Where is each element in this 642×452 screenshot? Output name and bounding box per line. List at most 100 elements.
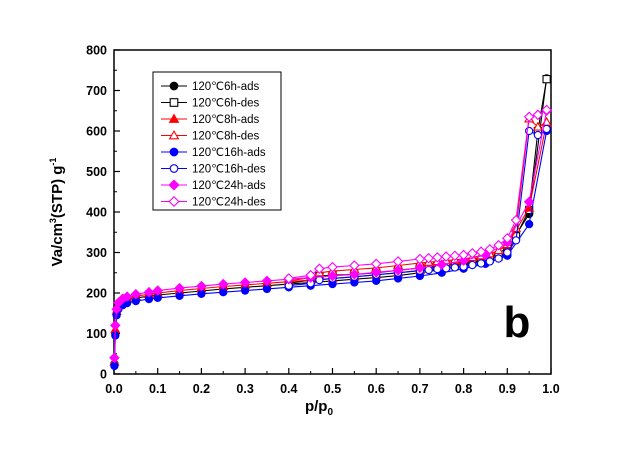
series-layer xyxy=(109,74,552,371)
data-point xyxy=(432,252,443,263)
data-point xyxy=(541,104,552,116)
legend-label: 120℃16h-ads xyxy=(192,147,266,159)
panel-label: b xyxy=(504,298,531,347)
x-axis-ticks: 0.0 0.1 0.2 0.3 0.4 0.5 0.6 0.7 0.8 0.9 1.0 xyxy=(105,368,560,396)
x-tick-label: 0.5 xyxy=(324,382,341,396)
data-point xyxy=(327,270,338,282)
data-point xyxy=(467,248,478,259)
data-point xyxy=(110,361,119,371)
data-point xyxy=(110,320,121,331)
data-point xyxy=(414,262,426,274)
legend-item: 120℃24h-ads xyxy=(161,179,266,192)
y-tick-label: 800 xyxy=(86,44,107,58)
data-point xyxy=(349,269,360,280)
data-point xyxy=(493,239,504,251)
legend-label: 120℃6h-des xyxy=(192,98,260,110)
data-point xyxy=(168,179,180,191)
data-point xyxy=(423,252,434,264)
data-point xyxy=(449,250,461,262)
data-point xyxy=(327,261,338,273)
data-point xyxy=(152,285,163,296)
legend-items: 120℃6h-ads 120℃6h-des 120℃8h-ads 120℃8h-des… xyxy=(161,81,266,209)
data-point xyxy=(143,286,155,298)
y-axis-title-sup1: 3 xyxy=(48,218,58,223)
y-tick-label: 600 xyxy=(86,125,107,139)
y-tick-label: 300 xyxy=(86,246,107,260)
x-axis-title-main: p/p xyxy=(305,398,328,415)
data-point xyxy=(283,273,295,284)
data-point xyxy=(196,280,207,292)
legend-label: 120℃16h-des xyxy=(192,164,266,176)
data-point xyxy=(217,278,229,290)
data-point xyxy=(503,248,512,257)
data-point xyxy=(168,195,180,208)
data-point xyxy=(370,267,382,278)
data-point xyxy=(485,257,494,266)
data-point xyxy=(475,246,487,257)
data-point xyxy=(502,233,513,244)
data-point xyxy=(240,286,250,295)
data-point xyxy=(174,282,185,294)
data-point xyxy=(130,288,142,300)
y-axis-title: Va/cm3(STP) g-1 xyxy=(48,158,66,267)
y-tick-label: 700 xyxy=(86,84,107,98)
data-point xyxy=(169,147,179,157)
x-axis-title-sub: 0 xyxy=(327,407,333,418)
x-tick-label: 1.0 xyxy=(542,382,559,396)
legend: 120℃6h-ads 120℃6h-des 120℃8h-ads 120℃8h-des… xyxy=(152,71,282,211)
data-point xyxy=(305,269,316,281)
data-point xyxy=(392,256,404,267)
series-7 xyxy=(109,105,552,364)
data-point xyxy=(510,214,522,226)
y-tick-label: 200 xyxy=(86,287,107,301)
series-6 xyxy=(284,124,551,290)
y-tick-label: 0 xyxy=(100,368,107,382)
legend-label: 120℃24h-ads xyxy=(192,180,266,192)
legend-label: 120℃24h-des xyxy=(192,197,266,209)
data-point xyxy=(414,253,426,265)
data-point xyxy=(262,284,272,294)
data-point xyxy=(523,196,535,208)
legend-item: 120℃8h-ads xyxy=(161,113,260,126)
x-tick-label: 0.8 xyxy=(455,382,472,396)
legend-item: 120℃8h-des xyxy=(161,130,260,143)
data-point xyxy=(533,130,543,140)
data-point xyxy=(511,236,521,245)
data-point xyxy=(370,258,382,270)
data-point xyxy=(121,291,133,302)
data-point xyxy=(392,265,404,276)
data-point xyxy=(169,164,179,173)
data-point xyxy=(468,260,477,270)
legend-item: 120℃6h-des xyxy=(161,98,260,110)
x-tick-label: 0.2 xyxy=(193,382,210,396)
legend-label: 120℃8h-ads xyxy=(192,114,260,126)
data-point xyxy=(494,254,503,263)
y-axis-ticks: 0 100 200 300 400 500 600 700 800 xyxy=(86,44,120,382)
series-line xyxy=(288,117,547,282)
data-point xyxy=(168,113,180,123)
data-point xyxy=(440,251,452,262)
x-axis-title: p/p0 xyxy=(305,398,334,418)
y-tick-label: 500 xyxy=(86,165,107,179)
x-tick-label: 0.7 xyxy=(411,382,428,396)
data-point xyxy=(476,259,486,268)
data-point xyxy=(109,352,120,364)
data-point xyxy=(525,219,534,229)
x-tick-label: 0.0 xyxy=(105,382,122,396)
legend-item: 120℃6h-ads xyxy=(161,81,260,93)
y-axis-title-sup2: -1 xyxy=(48,158,58,166)
data-point xyxy=(532,121,543,131)
y-tick-label: 100 xyxy=(86,327,107,341)
x-tick-label: 0.9 xyxy=(499,382,516,396)
y-axis-title-pre: Va/cm xyxy=(49,223,66,266)
legend-item: 120℃16h-des xyxy=(161,164,266,176)
x-tick-label: 0.6 xyxy=(368,382,385,396)
data-point xyxy=(168,130,180,140)
x-tick-label: 0.1 xyxy=(149,382,166,396)
x-tick-label: 0.3 xyxy=(236,382,253,396)
series-line xyxy=(288,128,547,287)
x-tick-label: 0.4 xyxy=(280,382,297,396)
legend-label: 120℃6h-ads xyxy=(192,81,260,93)
data-point xyxy=(523,111,535,123)
